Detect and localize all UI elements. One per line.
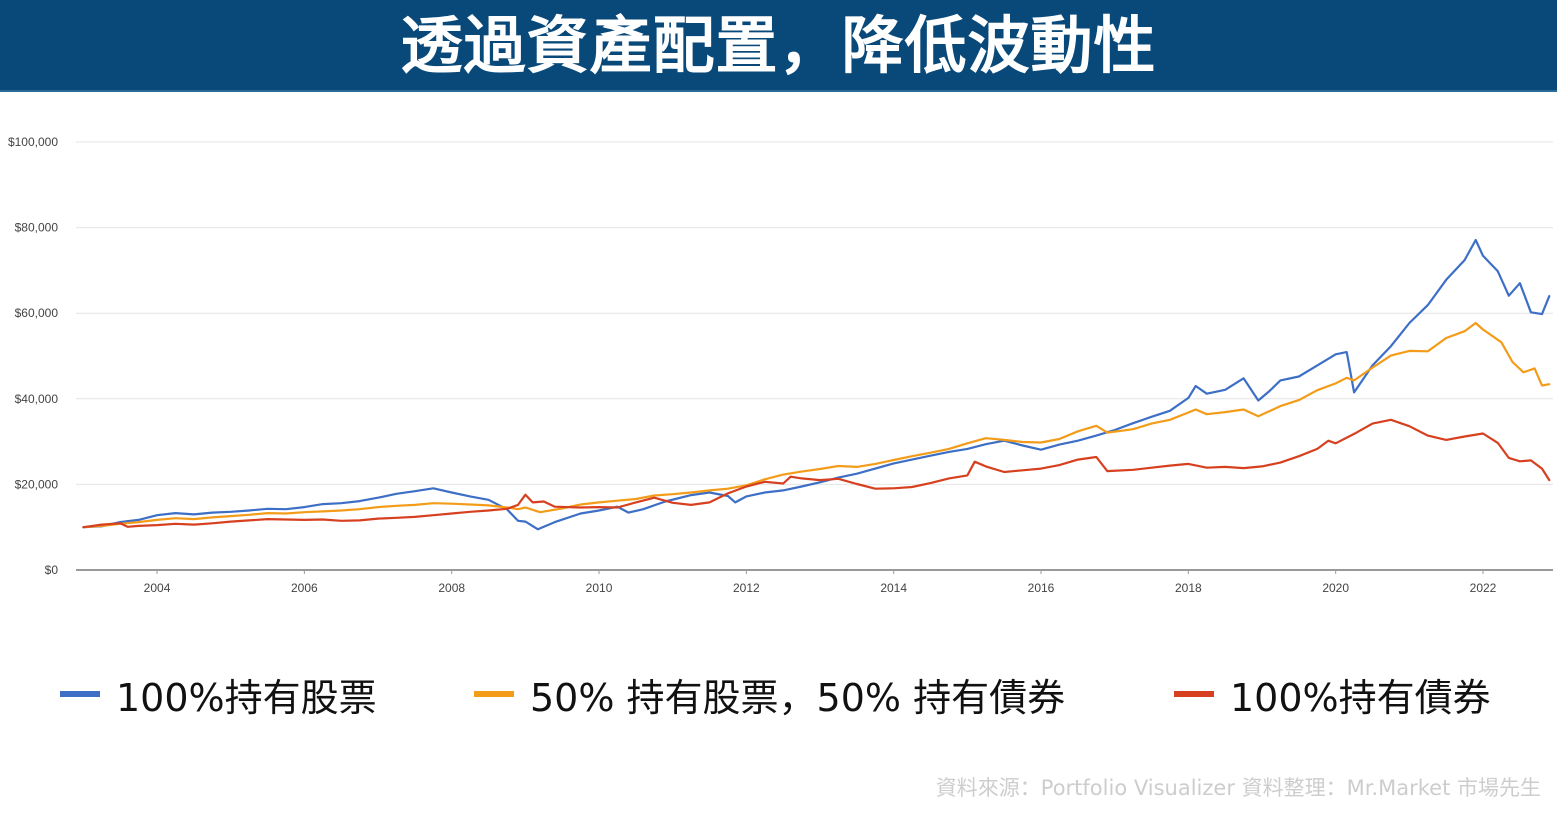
x-tick-label: 2018	[1175, 581, 1202, 595]
legend-swatch-stocks	[60, 691, 100, 697]
title-banner: 透過資產配置，降低波動性	[0, 0, 1557, 92]
y-tick-label: $40,000	[15, 392, 59, 406]
x-tick-label: 2022	[1470, 581, 1497, 595]
x-tick-label: 2014	[880, 581, 907, 595]
legend-label-bonds: 100%持有債券	[1230, 675, 1491, 720]
x-tick-label: 2020	[1322, 581, 1349, 595]
y-tick-label: $100,000	[8, 135, 58, 149]
legend-label-balanced: 50% 持有股票，50% 持有債券	[530, 675, 1066, 720]
series-line-2	[82, 418, 1551, 529]
legend-swatch-bonds	[1174, 691, 1214, 697]
y-tick-label: $80,000	[15, 221, 59, 235]
x-tick-label: 2006	[291, 581, 318, 595]
legend-item-stocks: 100%持有股票	[60, 664, 377, 724]
legend-item-bonds: 100%持有債券	[1174, 664, 1491, 724]
legend-swatch-balanced	[474, 691, 514, 697]
series-line-1	[82, 321, 1551, 529]
x-tick-label: 2012	[733, 581, 760, 595]
y-tick-label: $20,000	[15, 477, 59, 491]
series-line-0	[82, 238, 1551, 531]
x-tick-label: 2008	[438, 581, 465, 595]
legend-label-stocks: 100%持有股票	[116, 675, 377, 720]
page-title: 透過資產配置，降低波動性	[400, 9, 1157, 82]
line-chart: $0 $20,000 $40,000 $60,000 $80,000 $100,000 20…	[8, 135, 1553, 595]
legend-item-balanced: 50% 持有股票，50% 持有債券	[474, 664, 1065, 724]
source-credit: 資料來源：Portfolio Visualizer 資料整理：Mr.Market…	[935, 776, 1541, 800]
y-tick-label: $0	[45, 563, 59, 577]
y-tick-label: $60,000	[15, 306, 59, 320]
x-tick-label: 2004	[144, 581, 171, 595]
x-tick-label: 2016	[1028, 581, 1055, 595]
x-tick-label: 2010	[586, 581, 613, 595]
